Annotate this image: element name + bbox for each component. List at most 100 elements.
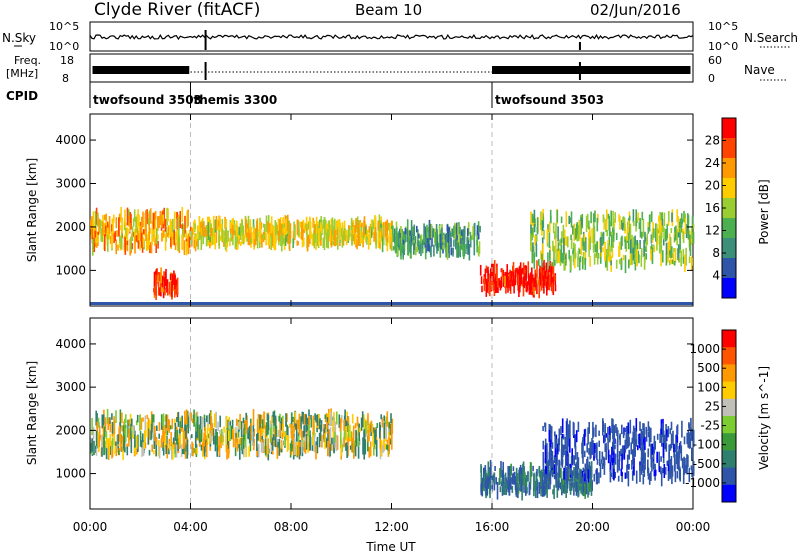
cell-2: [546, 465, 549, 478]
cell-3: [545, 262, 548, 276]
cell-2: [457, 242, 459, 258]
cell-0: [125, 228, 127, 236]
cell-0: [121, 217, 123, 234]
cell-0: [313, 434, 316, 453]
cell-4: [570, 255, 572, 271]
cell-2: [647, 431, 650, 438]
cell-4: [540, 250, 542, 260]
cell-1: [351, 233, 353, 246]
cell-0: [328, 440, 330, 448]
cell-0: [203, 418, 206, 427]
cell-2: [548, 429, 551, 443]
cell-0: [192, 443, 194, 457]
cell-1: [296, 219, 299, 236]
cell-2: [604, 443, 606, 452]
cell-0: [175, 444, 178, 458]
cell-4: [588, 220, 590, 230]
cell-2: [392, 225, 394, 235]
cell-1: [341, 235, 344, 248]
cell-1: [362, 240, 364, 248]
cell-1: [577, 472, 580, 491]
cell-0: [154, 219, 157, 229]
cell-1: [215, 216, 218, 230]
cell-3: [536, 260, 538, 278]
cell-0: [143, 229, 145, 235]
cell-1: [560, 478, 563, 493]
cell-0: [340, 431, 342, 448]
cell-4: [585, 237, 587, 253]
cell-0: [319, 424, 322, 441]
cell-2: [414, 236, 417, 244]
x-tick-label-3: 12:00: [374, 520, 409, 534]
cell-1: [480, 484, 482, 493]
cell-1: [547, 478, 550, 490]
cell-0: [174, 447, 176, 458]
cell-0: [112, 219, 114, 235]
cell-0: [166, 443, 168, 459]
cell-0: [217, 444, 219, 452]
cell-4: [618, 241, 621, 257]
cell-0: [385, 423, 387, 439]
cell-1: [204, 226, 206, 237]
cell-0: [325, 437, 327, 448]
cell-0: [363, 441, 365, 460]
cell-0: [208, 433, 210, 439]
cell-4: [565, 257, 567, 264]
cell-0: [174, 422, 177, 441]
cell-1: [287, 214, 289, 232]
cell-2: [419, 240, 421, 245]
cell-1: [508, 482, 511, 496]
cell-2: [641, 441, 644, 459]
cell-1: [209, 236, 211, 243]
cell-4: [685, 255, 687, 260]
y-tick-label-2: 3000: [55, 380, 86, 394]
cell-0: [382, 444, 384, 453]
cell-2: [634, 439, 636, 457]
power-cbar-swatch-4: [722, 198, 736, 219]
cell-2: [421, 240, 424, 250]
cell-0: [245, 412, 247, 425]
cell-2: [436, 229, 438, 242]
cell-0: [184, 215, 186, 234]
cell-2: [594, 445, 596, 453]
cell-0: [243, 435, 245, 445]
cell-3: [536, 283, 538, 295]
cell-1: [329, 229, 332, 242]
cell-0: [239, 413, 241, 423]
cell-4: [570, 234, 572, 240]
cell-4: [689, 234, 691, 252]
cell-2: [554, 434, 556, 448]
cell-4: [574, 250, 576, 269]
cell-2: [607, 427, 609, 440]
cell-2: [558, 444, 560, 452]
cell-0: [146, 421, 149, 438]
cell-4: [578, 257, 581, 271]
cell-3: [506, 264, 508, 282]
cell-1: [297, 241, 299, 246]
cell-2: [459, 226, 461, 237]
cell-1: [289, 223, 292, 239]
cell-0: [185, 442, 187, 452]
cell-0: [166, 232, 169, 238]
cell-1: [512, 472, 514, 485]
cell-0: [369, 441, 372, 457]
cell-2: [554, 431, 556, 437]
cell-5: [160, 267, 162, 284]
cell-1: [214, 233, 217, 250]
cell-0: [147, 417, 150, 435]
cell-0: [310, 418, 313, 428]
cell-1: [328, 220, 330, 228]
cell-5: [168, 281, 171, 295]
cell-1: [272, 226, 275, 244]
cell-4: [663, 212, 666, 227]
cell-2: [586, 443, 588, 453]
cell-0: [359, 427, 361, 433]
cell-1: [309, 221, 312, 239]
cell-2: [543, 473, 546, 485]
cell-2: [556, 453, 558, 466]
cell-0: [160, 423, 163, 430]
cell-0: [367, 429, 369, 443]
cell-0: [235, 418, 238, 426]
cell-0: [131, 418, 133, 427]
